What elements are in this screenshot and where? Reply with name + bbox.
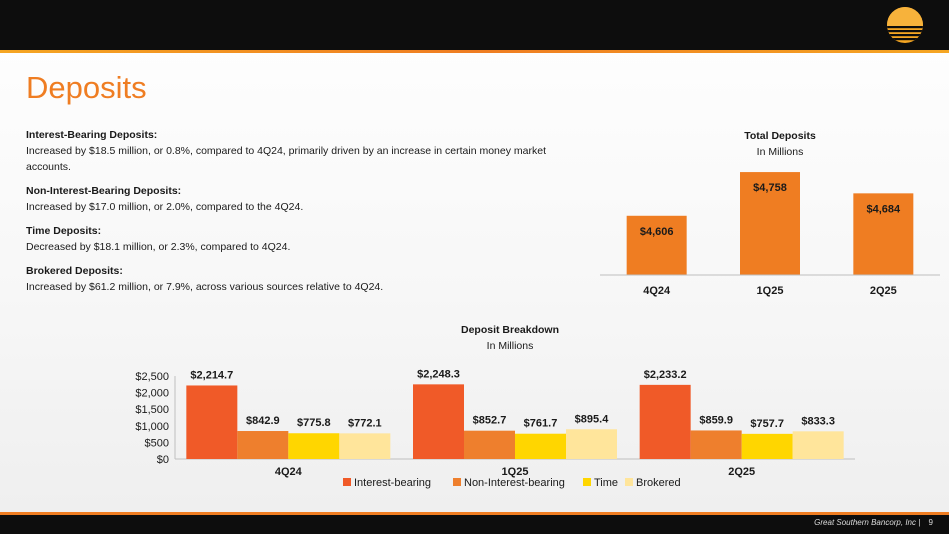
bullet-non-interest-bearing: Non-Interest-Bearing Deposits: Increased… [26, 183, 546, 215]
commentary-block: Interest-Bearing Deposits: Increased by … [26, 127, 546, 303]
data-label: $4,758 [753, 182, 787, 194]
legend-item-brokered: Brokered [625, 477, 681, 489]
legend-swatch [343, 478, 351, 486]
legend-item-interest-bearing: Interest-bearing [343, 477, 431, 489]
footer-separator: | [918, 518, 921, 527]
bullet-brokered: Brokered Deposits: Increased by $61.2 mi… [26, 263, 546, 295]
data-label: $761.7 [524, 418, 558, 430]
y-tick-label: $1,500 [135, 404, 169, 416]
bar-2Q25-interest-bearing [639, 384, 691, 459]
legend-item-time: Time [583, 477, 618, 489]
bullet-time: Time Deposits: Decreased by $18.1 millio… [26, 223, 546, 255]
legend-label: Brokered [636, 477, 681, 489]
bar-1Q25-time [515, 433, 566, 459]
x-tick-label: 2Q25 [728, 466, 755, 478]
data-label: $4,684 [867, 203, 902, 215]
bar-2Q25-brokered [792, 431, 844, 459]
bullet-text: Increased by $61.2 million, or 7.9%, acr… [26, 281, 384, 293]
footer-company: Great Southern Bancorp, Inc [814, 518, 916, 527]
y-tick-label: $1,000 [135, 421, 169, 433]
data-label: $2,248.3 [417, 368, 460, 380]
data-label: $772.1 [348, 417, 382, 429]
bar-1Q25-brokered [566, 429, 617, 459]
page-title: Deposits [26, 70, 147, 105]
page-number: 9 [928, 518, 933, 527]
legend-swatch [583, 478, 591, 486]
data-label: $842.9 [246, 415, 280, 427]
data-label: $852.7 [473, 415, 507, 427]
deposit-breakdown-heading: Deposit Breakdown In Millions [420, 322, 600, 354]
chart-title: Total Deposits [744, 130, 816, 142]
bar-2Q25-non-interest-bearing [690, 430, 742, 459]
footer-text: Great Southern Bancorp, Inc | 9 [814, 518, 933, 527]
bullet-text: Increased by $18.5 million, or 0.8%, com… [26, 145, 546, 173]
bullet-text: Decreased by $18.1 million, or 2.3%, com… [26, 241, 291, 253]
bar-4Q24-non-interest-bearing [237, 431, 289, 459]
data-label: $833.3 [801, 415, 835, 427]
bar-4Q24-interest-bearing [186, 385, 238, 459]
data-label: $859.9 [699, 414, 733, 426]
bar-4Q24-time [288, 433, 340, 459]
x-tick-label: 1Q25 [502, 466, 529, 478]
y-tick-label: $2,500 [135, 371, 169, 383]
bullet-heading: Time Deposits: [26, 225, 102, 237]
bullet-text: Increased by $17.0 million, or 2.0%, com… [26, 201, 304, 213]
chart-subtitle: In Millions [486, 340, 534, 352]
legend-label: Interest-bearing [354, 477, 431, 489]
bar-1Q25-non-interest-bearing [464, 430, 515, 459]
chart-subtitle: In Millions [756, 146, 804, 158]
y-tick-label: $500 [145, 437, 169, 449]
total-deposits-chart: $4,606 4Q24 $4,758 1Q25 $4,684 2Q25 [600, 172, 940, 297]
bar-4Q24 [626, 215, 687, 275]
legend-item-non-interest-bearing: Non-Interest-bearing [453, 477, 565, 489]
data-label: $4,606 [640, 226, 674, 238]
bullet-heading: Non-Interest-Bearing Deposits: [26, 185, 182, 197]
x-tick-label: 4Q24 [275, 466, 303, 478]
chart-title: Deposit Breakdown [460, 324, 560, 336]
data-label: $775.8 [297, 417, 331, 429]
x-tick-label: 1Q25 [757, 285, 784, 297]
bar-4Q24-brokered [339, 433, 391, 459]
data-label: $2,214.7 [190, 369, 233, 381]
header-bar [0, 0, 949, 50]
bullet-heading: Interest-Bearing Deposits: [26, 129, 158, 141]
deposit-breakdown-chart: $0 $500 $1,000 $1,500 $2,000 $2,500 $2,214.7 $8… [135, 368, 855, 489]
header-accent-line [0, 50, 949, 53]
data-label: $895.4 [575, 413, 610, 425]
x-tick-label: 2Q25 [870, 285, 897, 297]
y-tick-label: $2,000 [135, 388, 169, 400]
legend-label: Time [594, 477, 618, 489]
bar-1Q25 [740, 172, 800, 275]
footer-accent-line [0, 512, 949, 515]
y-tick-label: $0 [157, 454, 169, 466]
legend-swatch [625, 478, 633, 486]
bar-2Q25 [853, 193, 914, 275]
total-deposits-heading: Total Deposits In Millions [700, 128, 860, 160]
company-logo-icon [887, 7, 923, 43]
data-label: $757.7 [750, 418, 784, 430]
legend-label: Non-Interest-bearing [464, 477, 565, 489]
bullet-heading: Brokered Deposits: [26, 265, 123, 277]
legend-swatch [453, 478, 461, 486]
footer-bar [0, 515, 949, 534]
data-label: $2,233.2 [644, 369, 687, 381]
bar-2Q25-time [741, 433, 793, 459]
bar-1Q25-interest-bearing [413, 384, 464, 459]
bullet-interest-bearing: Interest-Bearing Deposits: Increased by … [26, 127, 546, 175]
x-tick-label: 4Q24 [643, 285, 671, 297]
